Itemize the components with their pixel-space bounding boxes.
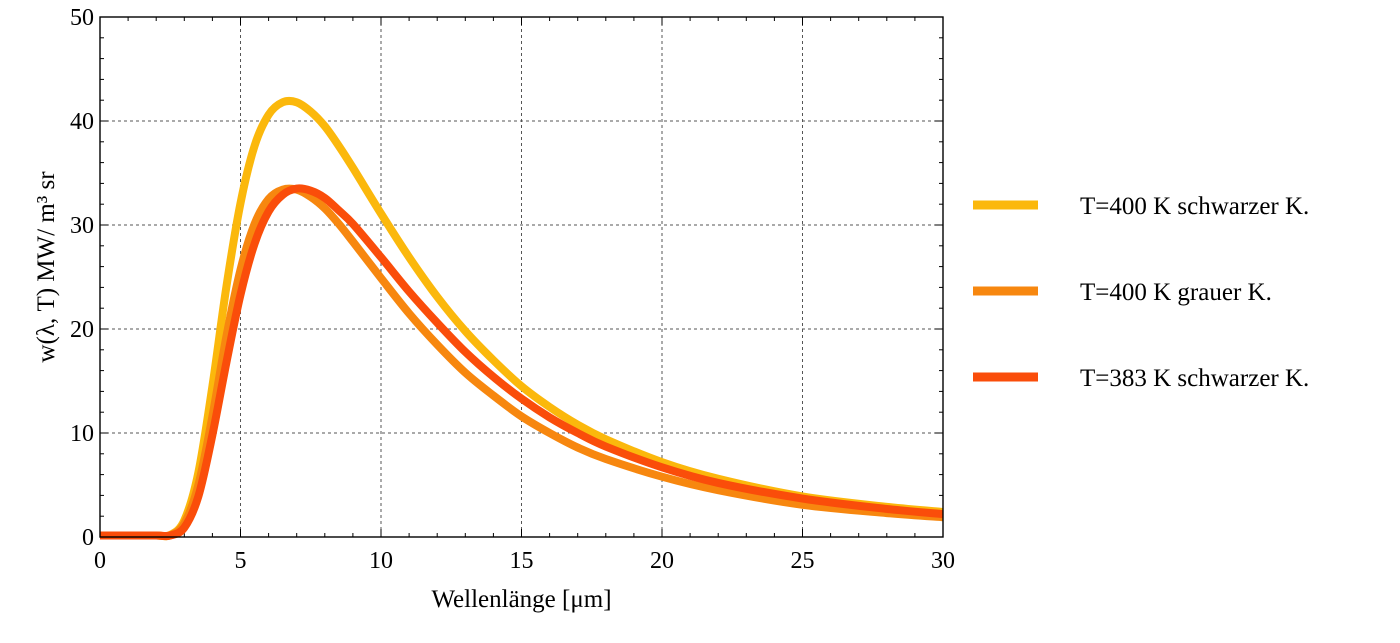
x-tick-label: 20 xyxy=(650,548,674,574)
legend-label: T=383 K schwarzer K. xyxy=(1080,365,1309,392)
x-tick-label: 15 xyxy=(510,548,534,574)
legend-label: T=400 K schwarzer K. xyxy=(1080,193,1309,220)
y-tick-label: 40 xyxy=(70,109,94,135)
series-lines xyxy=(100,96,944,541)
tick-labels: 0 5 10 15 20 25 30 0 10 20 30 40 50 xyxy=(70,5,955,574)
y-tick-label: 0 xyxy=(82,525,94,551)
x-tick-label: 0 xyxy=(94,548,106,574)
y-tick-label: 10 xyxy=(70,421,94,447)
y-tick-label: 30 xyxy=(70,213,94,239)
grid-lines xyxy=(100,17,943,537)
y-tick-label: 50 xyxy=(70,5,94,31)
plot-frame xyxy=(99,16,944,538)
x-tick-label: 25 xyxy=(791,548,815,574)
x-axis-label: Wellenlänge [μm] xyxy=(431,586,611,613)
y-axis-label: w(λ, T) MW/ m³ sr xyxy=(33,171,60,363)
legend-label: T=400 K grauer K. xyxy=(1080,279,1272,306)
x-tick-label: 5 xyxy=(235,548,247,574)
x-tick-label: 30 xyxy=(931,548,955,574)
series-line-3 xyxy=(100,184,944,541)
x-tick-label: 10 xyxy=(369,548,393,574)
legend: T=400 K schwarzer K. T=400 K grauer K. T=3… xyxy=(973,193,1309,392)
y-tick-label: 20 xyxy=(70,317,94,343)
